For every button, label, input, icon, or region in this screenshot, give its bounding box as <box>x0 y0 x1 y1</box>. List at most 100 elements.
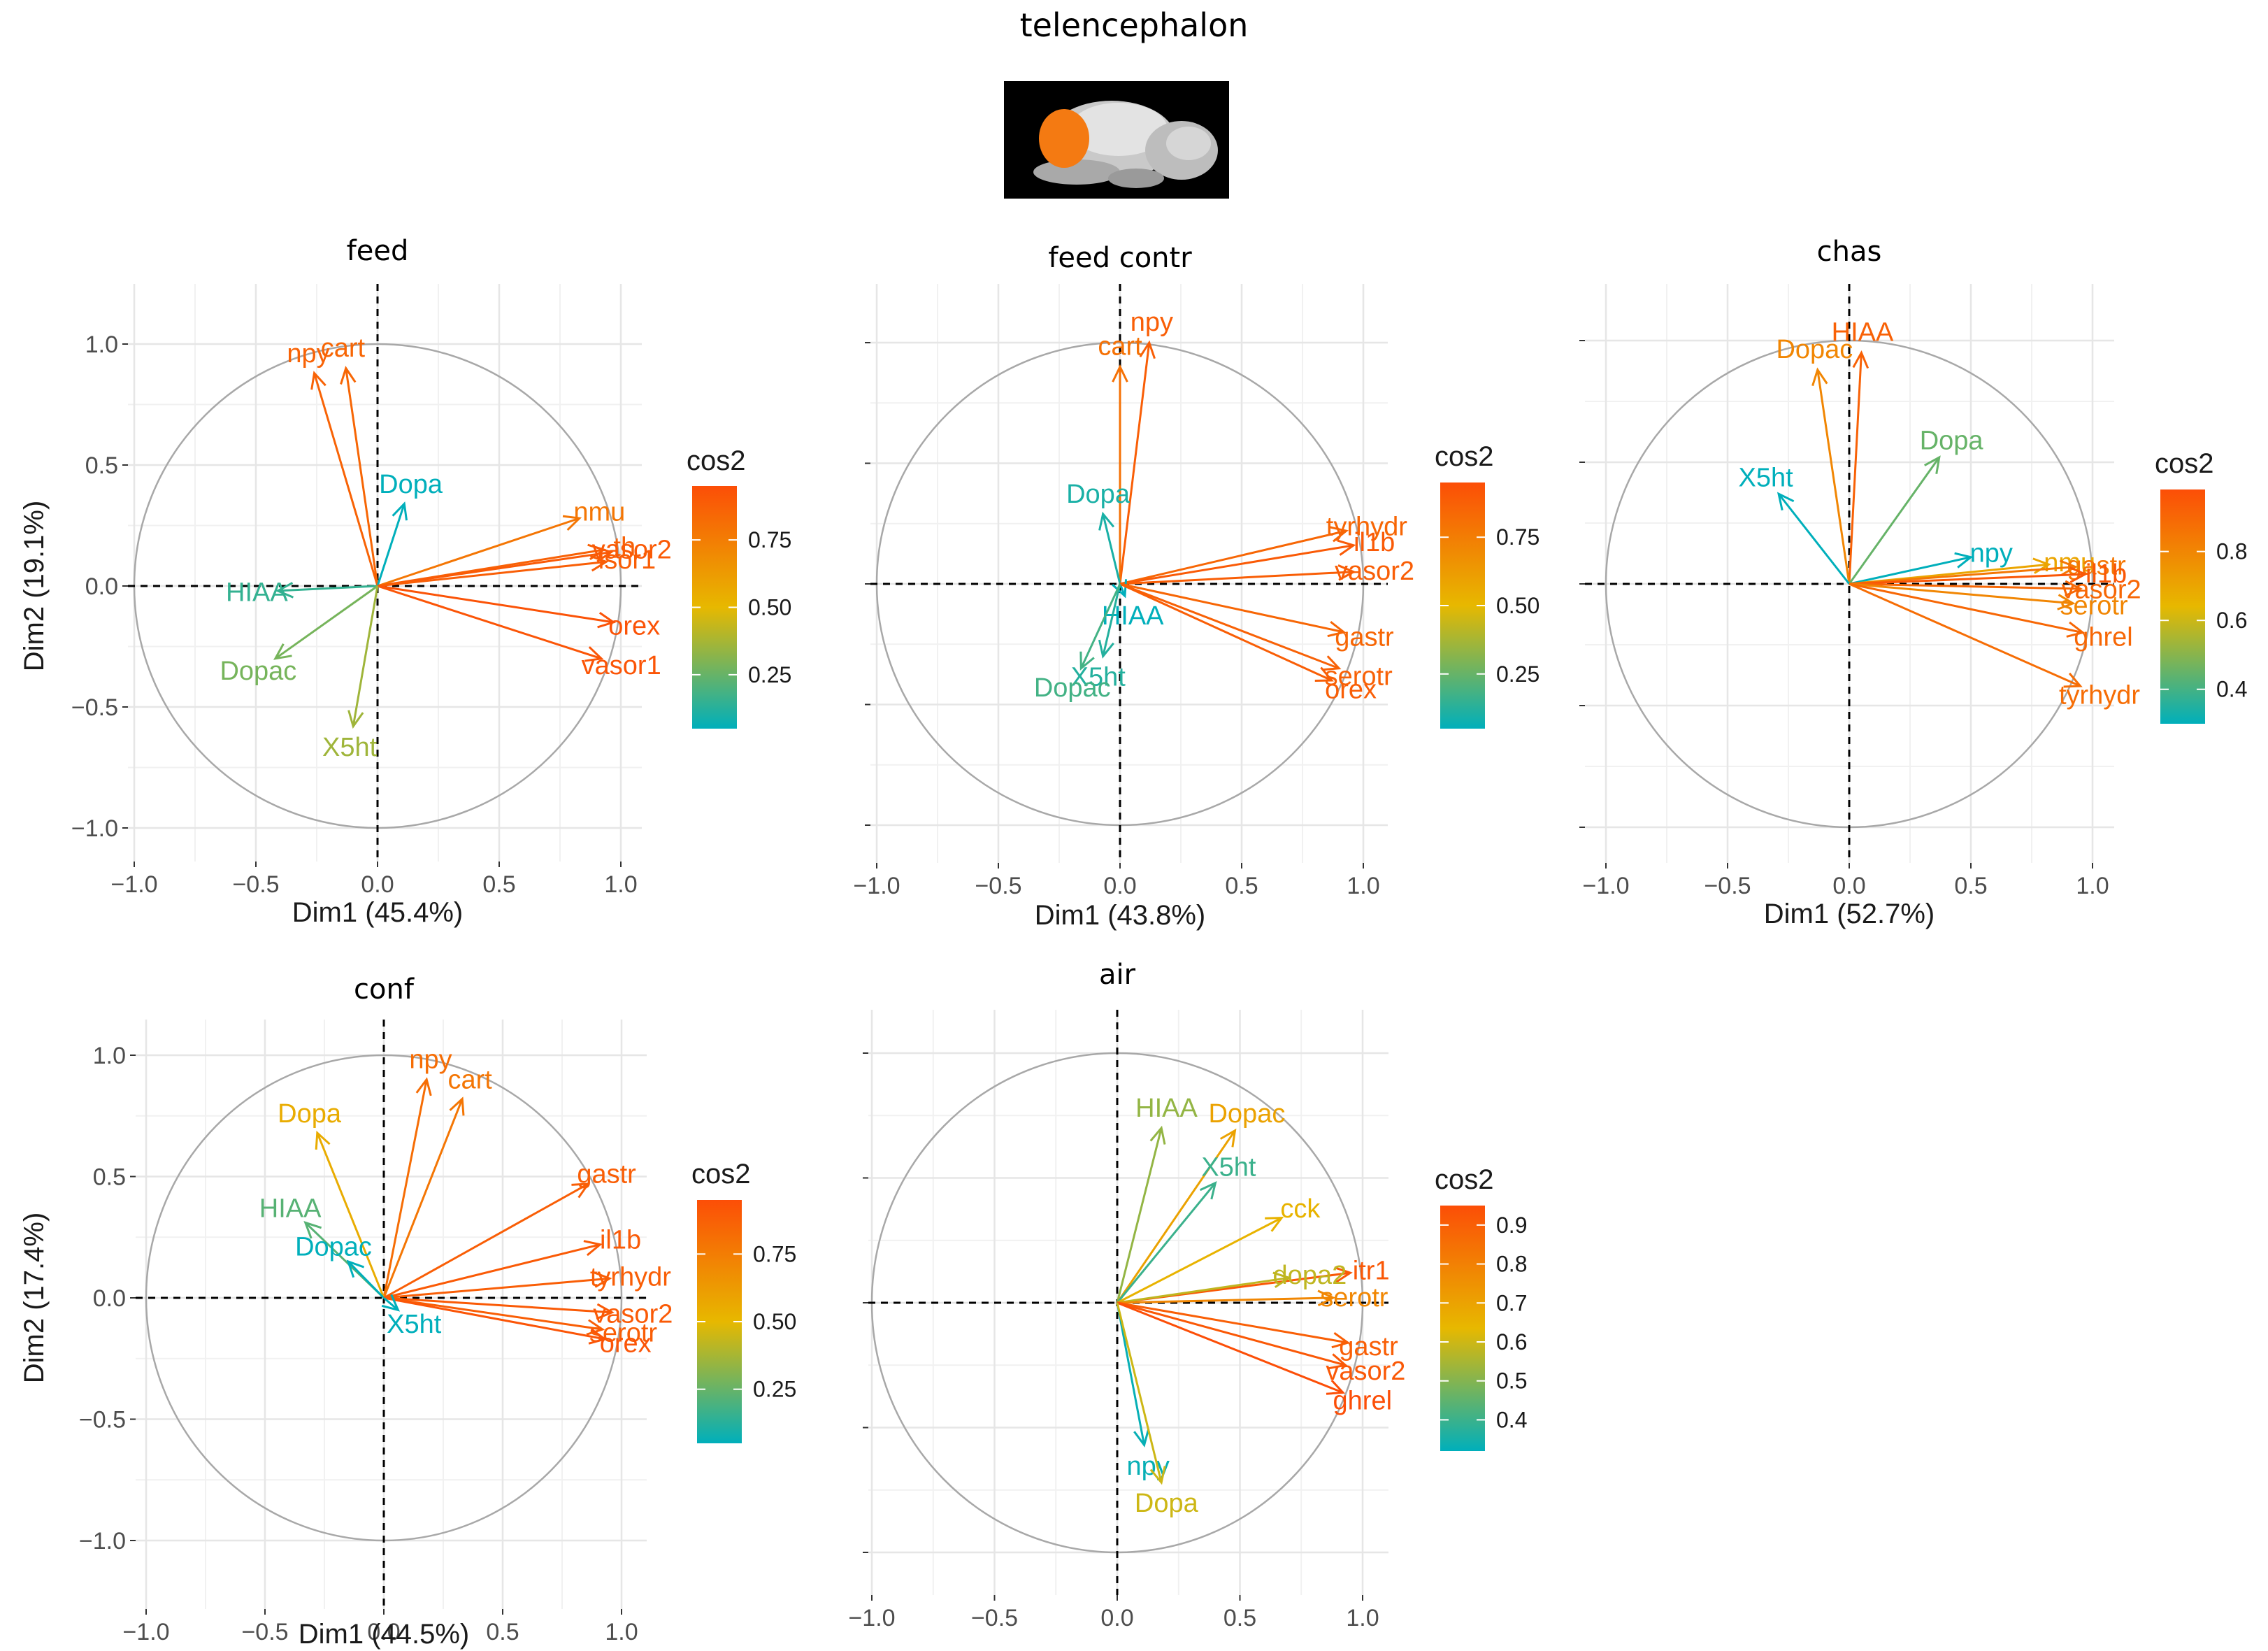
variable-label: orex <box>1325 675 1377 704</box>
y-axis-label: Dim2 (19.1%) <box>19 501 50 672</box>
variable-arrow-dopa <box>315 1130 385 1299</box>
variable-label: Dopa <box>1066 480 1131 509</box>
x-tick-label: −0.5 <box>975 873 1021 899</box>
variable-label: Dopa <box>1920 427 1984 456</box>
legend-colorbar <box>1440 1206 1485 1451</box>
variable-label: X5ht <box>1071 663 1126 692</box>
variable-label: cart <box>1098 332 1142 362</box>
legend-tick-label: 0.4 <box>1496 1407 1527 1432</box>
panel-title: air <box>1099 959 1136 991</box>
variable-label: nmu <box>573 498 625 527</box>
legend-title: cos2 <box>1435 441 1494 472</box>
variable-label: npy <box>1131 308 1173 337</box>
variable-label: vasor2 <box>1335 557 1414 586</box>
variable-arrow-hiaa <box>1848 350 1869 585</box>
variable-label: ghrel <box>1333 1387 1393 1416</box>
x-tick-label: 0.0 <box>1103 873 1136 899</box>
variable-label: cck <box>1280 1194 1321 1224</box>
variable-label: itr1 <box>1353 1256 1390 1285</box>
variable-label: vasor1 <box>582 651 661 680</box>
panel-title: feed <box>347 235 409 267</box>
variable-arrow-npy <box>382 1077 432 1299</box>
variable-label: Dopa <box>1135 1489 1199 1518</box>
panel-title: feed contr <box>1048 242 1192 274</box>
legend-title: cos2 <box>1435 1164 1494 1195</box>
variable-arrow-x5ht <box>381 1294 401 1312</box>
variable-label: nmu <box>2044 548 2095 578</box>
x-axis-label: Dim1 (44.5%) <box>299 1619 470 1650</box>
legend-title: cos2 <box>2155 448 2214 479</box>
variable-label: dopa2 <box>1273 1261 1347 1290</box>
figure-title: telencephalon <box>1020 6 1249 44</box>
x-tick-label: 0.5 <box>1223 1605 1256 1631</box>
variable-label: Dopac <box>1208 1099 1285 1129</box>
x-tick-label: −1.0 <box>1582 873 1629 899</box>
variable-arrow-gastr <box>1117 1301 1351 1349</box>
variable-arrow-npy <box>1116 1302 1150 1448</box>
x-tick-label: 1.0 <box>605 1619 638 1645</box>
x-tick-label: 1.0 <box>1346 1605 1379 1631</box>
plot-area <box>870 284 1388 863</box>
variable-arrow-npy <box>310 371 379 587</box>
variable-label: Dopac <box>1034 673 1111 703</box>
x-tick-label: 0.5 <box>486 1619 519 1645</box>
legend-tick-label: 0.50 <box>753 1309 796 1334</box>
variable-label: Dopa <box>278 1099 342 1129</box>
x-tick-label: 0.5 <box>482 871 515 898</box>
y-tick-label: −1.0 <box>71 815 118 842</box>
legend-tick-label: 0.75 <box>753 1241 796 1266</box>
panel-feed-contr: −1.0 −0.5 0.0 0.5 1.0 feed contr Dim1 (43.8%) n… <box>853 242 1539 931</box>
variable-arrow-tyrhydr <box>1849 583 2083 688</box>
brain-thumbnail <box>1004 81 1229 199</box>
variable-label: gastr <box>1339 1332 1398 1361</box>
variable-arrow-hiaa <box>275 582 378 599</box>
variable-label: vasor2 <box>2062 576 2141 605</box>
legend-tick-label: 0.25 <box>748 662 791 687</box>
variable-arrow-dopa2 <box>1117 1271 1292 1304</box>
legend-tick-label: 0.6 <box>1496 1329 1527 1355</box>
variable-arrow-vasor1 <box>377 585 604 662</box>
variable-arrow-dopac <box>1079 583 1121 671</box>
variable-label: il1b <box>2086 559 2127 589</box>
variable-arrow-vasor2 <box>377 545 614 587</box>
variable-arrow-dopa <box>1098 511 1121 585</box>
x-tick-label: 0.5 <box>1954 873 1987 899</box>
variable-arrow-cart <box>382 1096 465 1299</box>
variable-arrow-orex <box>383 1296 608 1345</box>
variable-label: orex <box>608 611 660 641</box>
variable-arrow-dopa <box>1116 1302 1166 1485</box>
x-tick-label: −1.0 <box>122 1619 169 1645</box>
variable-label: npy <box>287 339 329 369</box>
y-tick-label: 1.0 <box>93 1043 126 1069</box>
variable-label: Dopac <box>295 1233 372 1262</box>
legend-tick-label: 0.25 <box>1496 662 1539 687</box>
variable-label: HIAA <box>259 1194 322 1224</box>
variable-label: X5ht <box>387 1310 442 1339</box>
variable-label: Dopa <box>379 470 443 499</box>
y-tick-label: 0.5 <box>85 452 118 479</box>
variable-arrow-il1b <box>1849 566 2088 585</box>
legend-tick-label: 0.4 <box>2216 677 2247 702</box>
x-axis-label: Dim1 (43.8%) <box>1035 900 1206 931</box>
cos2-legend: cos2 0.25 0.50 0.75 <box>1435 441 1539 729</box>
variable-label: gastr <box>2067 551 2126 580</box>
variable-label: vasor2 <box>593 1300 673 1329</box>
cos2-legend: cos2 0.25 0.50 0.75 <box>691 1159 796 1443</box>
variable-arrow-x5ht <box>1098 583 1121 659</box>
variable-arrow-ghrel <box>1849 583 2086 638</box>
variable-label: tyrhydr <box>2059 680 2140 710</box>
variable-arrow-il1b <box>1119 539 1356 585</box>
variable-arrow-tyrhydr <box>1119 526 1349 585</box>
variable-label: vasor2 <box>1326 1357 1405 1386</box>
panel-title: chas <box>1817 236 1882 268</box>
variable-label: il1b <box>600 1225 641 1255</box>
variable-arrow-cart <box>1112 364 1128 584</box>
variable-arrow-ghrel <box>1117 1301 1346 1395</box>
variable-arrow-dopac <box>273 585 378 660</box>
y-tick-label: −1.0 <box>79 1528 126 1554</box>
variable-label: HIAA <box>1832 317 1894 347</box>
variable-label: tyrhydr <box>1326 512 1407 541</box>
legend-title: cos2 <box>691 1159 751 1189</box>
cos2-legend: cos2 0.4 0.5 0.6 0.7 0.8 0.9 <box>1435 1164 1527 1451</box>
